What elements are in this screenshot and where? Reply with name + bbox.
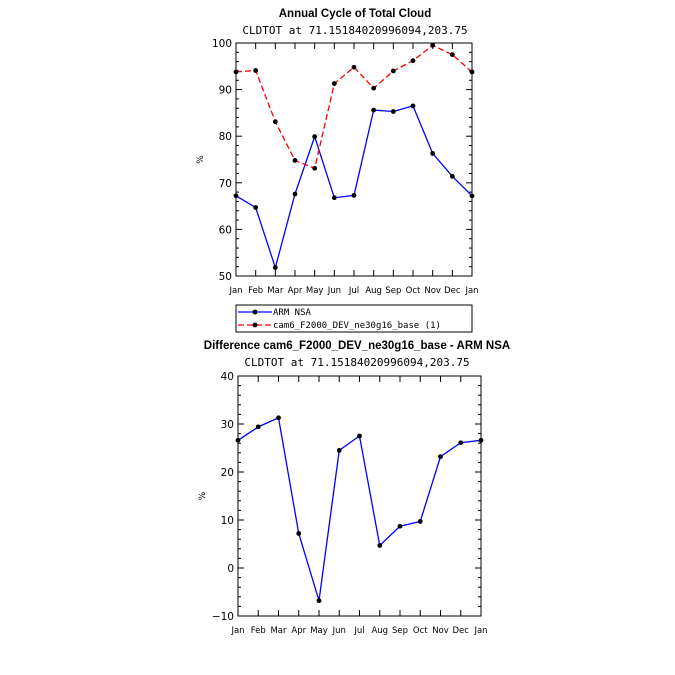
data-point — [371, 85, 377, 91]
y-axis-label: % — [198, 491, 208, 500]
data-point — [316, 598, 322, 604]
y-tick-label: 20 — [221, 467, 234, 479]
x-tick-label: Aug — [371, 626, 388, 636]
series-line — [235, 44, 473, 170]
data-point — [430, 42, 436, 48]
x-tick-label: Nov — [432, 626, 449, 636]
data-point — [312, 165, 318, 171]
y-tick-label: 0 — [227, 563, 234, 575]
data-point — [469, 193, 475, 199]
data-point — [331, 81, 337, 86]
legend-marker — [252, 309, 258, 315]
legend-box — [235, 304, 473, 333]
data-point — [253, 68, 259, 73]
x-tick-label: Sep — [392, 626, 408, 636]
data-point — [255, 424, 261, 430]
data-point — [390, 109, 396, 114]
data-point — [458, 440, 464, 446]
x-tick-label: Jul — [353, 626, 364, 636]
data-point — [296, 531, 302, 536]
x-tick-label: Jan — [464, 286, 478, 296]
y-tick-label: 10 — [221, 515, 234, 527]
legend-marker — [252, 322, 258, 328]
data-point — [272, 265, 278, 271]
x-tick-label: Jul — [348, 286, 359, 296]
data-point — [410, 103, 416, 109]
data-point — [371, 107, 377, 113]
chart-title: Annual Cycle of Total Cloud — [279, 8, 431, 20]
data-point — [357, 433, 362, 439]
x-tick-label: Feb — [251, 626, 266, 636]
chart-subtitle: CLDTOT at 71.15184020996094,203.75 — [242, 24, 467, 37]
data-point — [397, 523, 403, 529]
plot-frame — [237, 375, 482, 617]
data-point — [351, 64, 357, 70]
data-point — [312, 134, 318, 140]
x-tick-label: Jan — [228, 286, 242, 296]
x-tick-label: Jun — [327, 286, 341, 296]
legend: ARM NSA cam6_F2000_DEV_ne30g16_base (1) — [235, 304, 473, 333]
series-line — [237, 416, 482, 601]
plot-area: 50 60 70 80 90 100% Jan Feb Mar Apr May Jun Jul Aug Se… — [196, 38, 479, 296]
y-tick-label: 30 — [221, 419, 234, 431]
data-point — [430, 151, 436, 156]
data-point — [233, 193, 239, 199]
x-tick-label: Jun — [332, 626, 346, 636]
x-tick-label: Aug — [365, 286, 382, 296]
data-point — [438, 454, 443, 460]
x-tick-label: Sep — [385, 286, 401, 296]
y-tick-label: 60 — [219, 224, 232, 236]
data-point — [272, 119, 278, 125]
series-line — [235, 105, 473, 270]
data-point — [377, 543, 383, 548]
x-tick-label: Dec — [453, 626, 470, 636]
chart-title: Difference cam6_F2000_DEV_ne30g16_base -… — [204, 340, 510, 352]
x-tick-label: Jan — [473, 626, 487, 636]
data-point — [469, 69, 475, 75]
legend-entry: ARM NSA — [273, 308, 312, 318]
data-point — [292, 191, 298, 197]
y-tick-label: 50 — [219, 271, 232, 283]
x-tick-label: May — [306, 286, 324, 296]
data-point — [478, 437, 484, 443]
annual-cycle-chart: Annual Cycle of Total Cloud CLDTOT at 71… — [196, 8, 479, 333]
y-tick-label: 100 — [212, 38, 232, 50]
x-tick-label: Nov — [424, 286, 441, 296]
plot-area: −10 0 10 20 30 40% Jan Feb Mar Apr May Jun Jul Aug Sep… — [198, 371, 488, 636]
data-point — [410, 58, 416, 64]
y-tick-label: −10 — [212, 611, 234, 623]
data-point — [417, 519, 423, 524]
y-tick-label: 80 — [219, 131, 232, 143]
data-point — [235, 437, 241, 443]
x-tick-label: Apr — [288, 286, 303, 296]
y-tick-label: 40 — [221, 371, 234, 383]
difference-chart: Difference cam6_F2000_DEV_ne30g16_base -… — [198, 340, 510, 636]
data-point — [449, 173, 455, 179]
data-point — [253, 205, 259, 210]
y-axis-label: % — [196, 155, 206, 164]
data-point — [331, 195, 337, 201]
x-tick-label: Mar — [270, 626, 287, 636]
x-tick-label: Jan — [230, 626, 244, 636]
x-tick-label: Dec — [444, 286, 461, 296]
chart-subtitle: CLDTOT at 71.15184020996094,203.75 — [244, 356, 469, 369]
data-point — [351, 192, 357, 198]
data-point — [292, 158, 298, 163]
y-tick-label: 70 — [219, 178, 232, 190]
plot-frame — [235, 42, 473, 277]
data-point — [390, 68, 396, 74]
x-tick-label: Oct — [413, 626, 428, 636]
data-point — [336, 448, 342, 453]
x-tick-label: Mar — [267, 286, 284, 296]
data-point — [449, 52, 455, 58]
y-tick-label: 90 — [219, 85, 232, 97]
x-tick-label: Oct — [406, 286, 421, 296]
x-tick-label: May — [310, 626, 328, 636]
x-tick-label: Apr — [291, 626, 306, 636]
x-tick-label: Feb — [248, 286, 263, 296]
legend-entry: cam6_F2000_DEV_ne30g16_base (1) — [273, 321, 441, 331]
data-point — [276, 415, 281, 421]
data-point — [233, 69, 239, 75]
